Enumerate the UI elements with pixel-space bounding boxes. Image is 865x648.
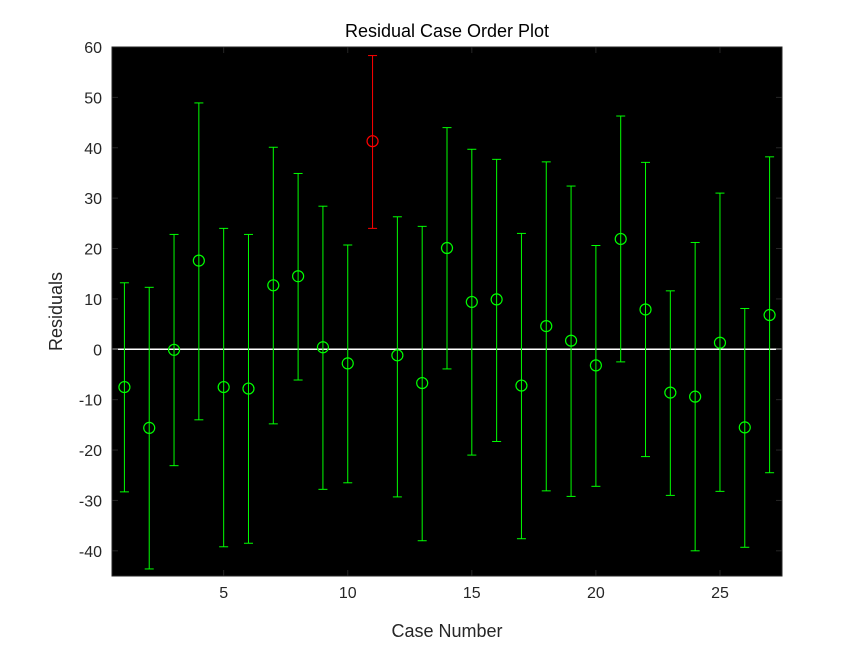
residual-marker — [440, 241, 454, 255]
x-tick-label: 5 — [219, 585, 228, 602]
residual-point-12 — [391, 216, 404, 498]
residual-marker — [391, 349, 404, 362]
x-axis-label: Case Number — [391, 621, 502, 641]
residual-marker — [242, 382, 255, 395]
y-tick-label: 60 — [84, 40, 102, 57]
residual-marker — [316, 341, 330, 354]
residual-point-23 — [664, 290, 677, 496]
residual-marker — [118, 380, 131, 394]
y-tick-label: 30 — [84, 191, 102, 208]
y-tick-label: 0 — [93, 342, 102, 359]
residual-point-20 — [589, 245, 602, 487]
residual-marker — [713, 336, 727, 349]
y-tick-label: 40 — [84, 141, 102, 158]
residual-marker — [143, 421, 156, 434]
residual-point-27 — [763, 156, 776, 474]
y-tick-label: 10 — [84, 292, 102, 309]
residual-point-26 — [738, 307, 751, 548]
residual-marker — [267, 279, 280, 292]
residual-marker — [341, 357, 354, 370]
residual-point-4 — [192, 102, 205, 421]
y-tick-label: -10 — [79, 393, 102, 410]
axes-box — [111, 46, 783, 577]
residual-point-24 — [689, 241, 702, 552]
y-tick-label: -20 — [79, 443, 102, 460]
residual-point-1 — [118, 282, 131, 493]
residual-marker — [589, 359, 602, 372]
y-tick-label: 50 — [84, 90, 102, 107]
residual-point-15 — [465, 148, 478, 456]
residual-point-5 — [217, 227, 230, 548]
residual-marker — [292, 270, 305, 283]
residual-point-14 — [440, 127, 454, 370]
chart-title: Residual Case Order Plot — [345, 21, 549, 41]
residual-marker — [689, 390, 702, 403]
residual-point-8 — [292, 172, 305, 381]
residual-point-7 — [267, 146, 280, 425]
residual-point-2 — [143, 286, 156, 570]
x-tick-label: 15 — [463, 585, 481, 602]
residual-point-10 — [341, 244, 354, 484]
residual-point-16 — [490, 158, 503, 442]
residual-point-13 — [416, 225, 429, 542]
y-tick-label: 20 — [84, 242, 102, 259]
residual-marker — [217, 380, 230, 394]
residual-marker — [664, 386, 677, 399]
residual-marker — [167, 343, 181, 356]
x-tick-label: 25 — [711, 585, 729, 602]
outlier-point-11 — [366, 55, 379, 229]
residual-marker — [540, 320, 553, 333]
residual-point-18 — [540, 161, 553, 492]
residual-marker — [763, 308, 776, 322]
y-axis-label: Residuals — [46, 272, 66, 351]
residual-point-21 — [614, 115, 627, 363]
y-tick-label: -40 — [79, 544, 102, 561]
residual-marker — [639, 303, 652, 316]
x-tick-label: 10 — [339, 585, 357, 602]
residual-marker — [490, 293, 503, 306]
residual-point-22 — [639, 161, 652, 458]
residual-marker — [738, 421, 751, 434]
residual-point-19 — [564, 185, 578, 497]
residual-marker — [564, 334, 578, 347]
residual-marker — [192, 254, 205, 267]
residual-marker — [366, 135, 379, 148]
residual-marker — [416, 376, 429, 390]
residual-marker — [515, 379, 528, 392]
residual-point-17 — [515, 232, 528, 540]
x-tick-label: 20 — [587, 585, 605, 602]
residual-point-3 — [167, 233, 181, 467]
residual-point-6 — [242, 233, 255, 544]
residual-point-9 — [316, 205, 330, 490]
y-tick-label: -30 — [79, 493, 102, 510]
residual-marker — [614, 232, 627, 246]
residual-point-25 — [713, 192, 727, 492]
residual-marker — [465, 295, 478, 309]
